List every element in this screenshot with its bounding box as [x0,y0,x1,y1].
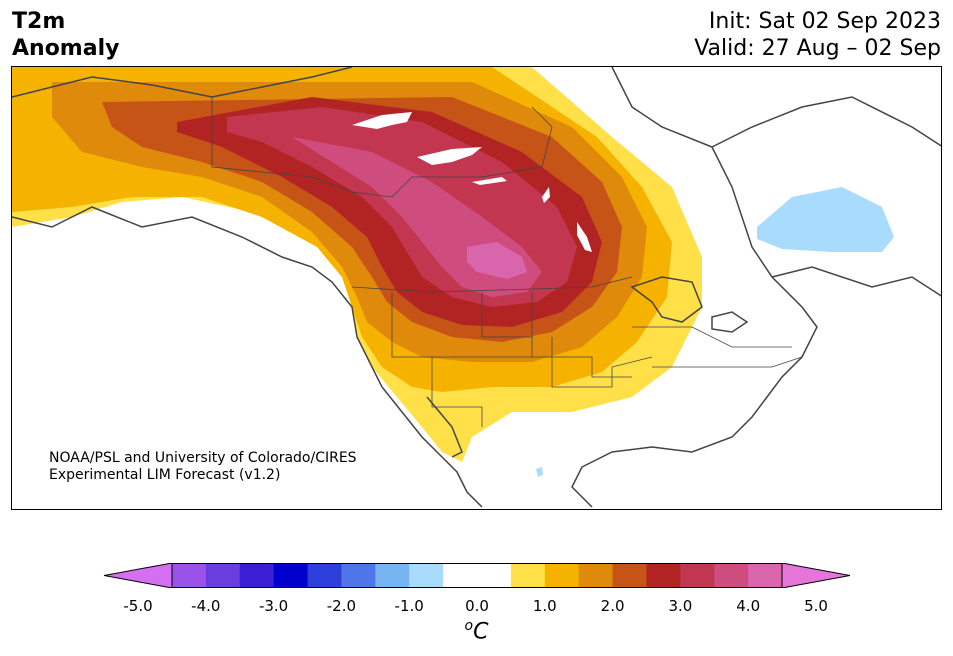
colorbar-cell [443,563,478,588]
colorbar-cell [646,563,681,588]
unit-base: C [473,619,489,645]
title-line-2: Anomaly [12,36,120,61]
anomaly-fills [12,67,894,477]
init-date: Init: Sat 02 Sep 2023 [708,9,941,34]
anomaly-zone-cold [757,187,894,252]
colorbar-cell [307,563,342,588]
anomaly-zone-8 [467,242,527,279]
colorbar-tick-label: 2.0 [600,597,625,615]
colorbar-cell [172,563,207,588]
colorbar-tick-label: 3.0 [668,597,693,615]
colorbar-tick-label: 1.0 [532,597,557,615]
map-title: T2m Anomaly [12,8,119,62]
colorbar-tick-label: 5.0 [804,597,828,615]
coastlines [12,67,941,508]
colorbar-cell [544,563,580,588]
colorbar-outline [171,563,783,588]
forecast-dates: Init: Sat 02 Sep 2023 Valid: 27 Aug – 02… [694,8,941,62]
colorbar-cell [714,563,749,588]
lake [577,222,592,252]
colorbar-cell [612,563,647,588]
colorbar-unit: oC [0,618,953,644]
anomaly-zone-cold-small [536,467,543,477]
colorbar-max-arrow [781,563,850,588]
colorbar-min-arrow [104,563,173,588]
valid-range: Valid: 27 Aug – 02 Sep [694,36,941,61]
lake [472,177,507,185]
colorbar-tick-label: 0.0 [465,597,489,615]
colorbar-cell [205,563,241,588]
map-canvas [12,67,941,508]
colorbar-cell [680,563,715,588]
colorbar [104,563,850,588]
colorbar-ticks: -5.0 -4.0 -3.0 -2.0 -1.0 0.0 1.0 2.0 3.0 4.0 5.0 [0,597,953,617]
borders [211,97,803,427]
colorbar-cell [748,563,783,588]
title-line-1: T2m [12,9,66,34]
colorbar-cell [409,563,444,588]
lake [542,187,550,203]
anomaly-map [11,66,942,510]
colorbar-cell [477,563,512,588]
colorbar-cell [341,563,376,588]
colorbar-tick-label: -5.0 [123,597,153,615]
unit-degree: o [464,618,474,634]
colorbar-tick-label: -1.0 [394,597,424,615]
colorbar-tick-label: -2.0 [326,597,357,615]
credit-line-1: NOAA/PSL and University of Colorado/CIRE… [49,450,357,466]
lake [352,112,412,129]
colorbar-tick-label: 4.0 [736,597,761,615]
colorbar-cell [273,563,309,588]
credit-text: NOAA/PSL and University of Colorado/CIRE… [49,450,357,484]
lake [417,147,482,165]
colorbar-tick-label: -4.0 [191,597,221,615]
colorbar-tick-label: -3.0 [258,597,289,615]
colorbar-cell [375,563,410,588]
colorbar-cell [510,563,546,588]
credit-line-2: Experimental LIM Forecast (v1.2) [49,467,281,483]
colorbar-cell [578,563,614,588]
colorbar-cells [172,563,783,588]
colorbar-cell [239,563,275,588]
